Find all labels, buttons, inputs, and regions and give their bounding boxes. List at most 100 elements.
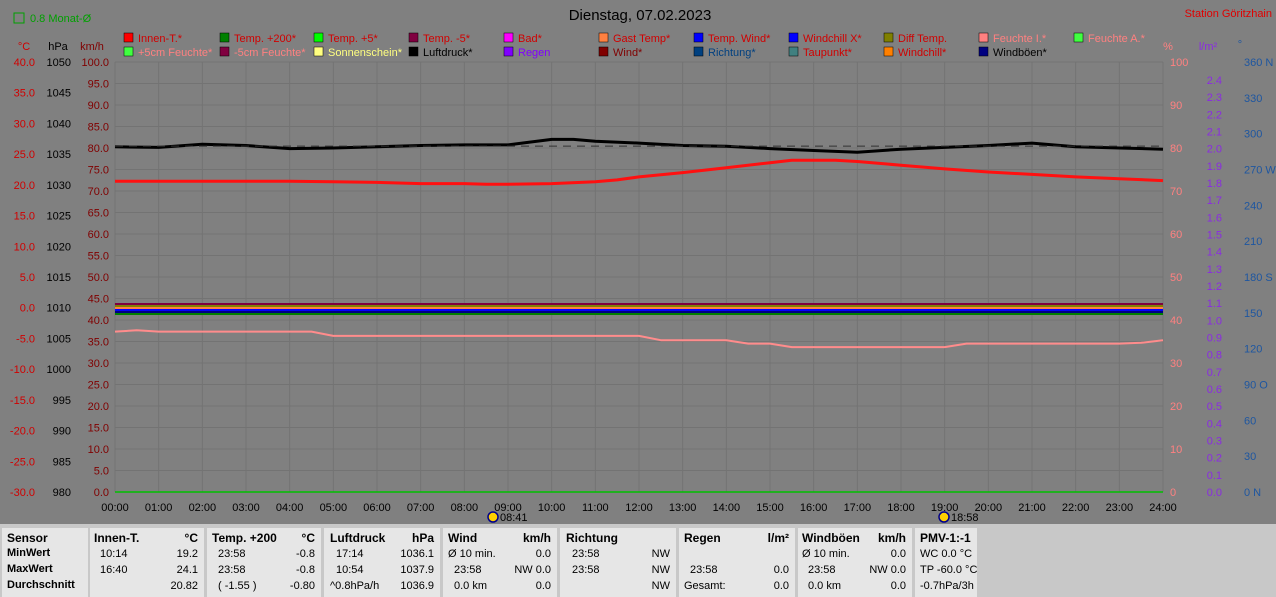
wind-tick-label: 50.0 <box>88 272 109 284</box>
wind-tick-label: 70.0 <box>88 186 109 198</box>
temp-tick-label: -25.0 <box>10 456 35 468</box>
constant-lines <box>115 303 1163 493</box>
regen-unit: l/m² <box>767 531 789 545</box>
x-tick-label: 00:00 <box>101 502 129 514</box>
temp200-max-time: 23:58 <box>218 564 246 576</box>
stats-windboeen: Windböen km/h Ø 10 min. 0.0 23:58 NW 0.0… <box>798 528 912 597</box>
temp200-max-value: -0.8 <box>296 564 315 576</box>
humidity-tick-label: 60 <box>1170 229 1182 241</box>
x-tick-label: 14:00 <box>713 502 741 514</box>
direction-tick-label: 180 S <box>1244 272 1273 284</box>
legend-label: Gast Temp* <box>613 33 671 45</box>
sunset-time: 18:58 <box>951 512 979 524</box>
label-avg: Durchschnitt <box>7 579 75 591</box>
x-tick-label: 15:00 <box>756 502 784 514</box>
wind-tick-label: 100.0 <box>81 57 109 69</box>
legend-label: Diff Temp. <box>898 33 947 45</box>
legend-label: Richtung* <box>708 47 756 59</box>
sunrise-marker: 08:41 <box>487 511 528 524</box>
wind-tick-label: 80.0 <box>88 143 109 155</box>
rain-tick-label: 0.4 <box>1207 418 1222 430</box>
legend-label: Windböen* <box>993 47 1048 59</box>
windboeen-avg-time: 0.0 km <box>808 580 842 592</box>
wind-tick-label: 10.0 <box>88 444 109 456</box>
rain-tick-label: 0.5 <box>1207 401 1222 413</box>
stats-regen: Regen l/m² 23:58 0.0 Gesamt: 0.0 <box>679 528 795 597</box>
stats-luftdruck: Luftdruck hPa 17:14 1036.1 10:54 1037.9 … <box>324 528 440 597</box>
rain-tick-label: 2.3 <box>1207 92 1222 104</box>
legend-label: Windchill X* <box>803 33 862 45</box>
legend-swatch <box>313 32 324 43</box>
direction-tick-label: 0 N <box>1244 487 1261 499</box>
richtung-title: Richtung <box>566 531 618 545</box>
direction-tick-label: 270 W <box>1244 165 1276 177</box>
temp-tick-label: 0.0 <box>20 303 35 315</box>
temp-tick-label: 30.0 <box>14 118 35 130</box>
wind-unit: km/h <box>522 531 551 545</box>
regen-max-time: 23:58 <box>690 564 718 576</box>
sunset-icon <box>938 511 950 523</box>
legend-label: -5cm Feuchte* <box>234 47 306 59</box>
pmv-max: TP -60.0 °C <box>920 564 978 576</box>
legend-swatch <box>598 46 609 57</box>
pmv-avg: -0.7hPa/3h <box>920 580 974 592</box>
direction-tick-label: 300 <box>1244 129 1262 141</box>
legend-label: Sonnenschein* <box>328 47 403 59</box>
x-tick-label: 21:00 <box>1018 502 1046 514</box>
innen-min-time: 10:14 <box>100 548 128 560</box>
innen-max-time: 16:40 <box>100 564 128 576</box>
legend-label: Taupunkt* <box>803 47 853 59</box>
luftdruck-trend: ^0.8hPa/h <box>330 580 380 592</box>
legend-swatch <box>313 46 324 57</box>
legend-swatch <box>503 32 514 43</box>
direction-tick-label: 360 N <box>1244 57 1273 69</box>
pressure-tick-label: 1000 <box>47 364 71 376</box>
temp200-title: Temp. +200 <box>212 531 277 545</box>
temp-tick-label: -30.0 <box>10 487 35 499</box>
innen-min-value: 19.2 <box>176 548 198 560</box>
legend-label: Luftdruck* <box>423 47 473 59</box>
direction-tick-label: 30 <box>1244 451 1256 463</box>
chart-grid <box>114 61 1164 493</box>
legend-label: +5cm Feuchte* <box>138 47 213 59</box>
wind-min-time: Ø 10 min. <box>448 548 496 560</box>
label-max: MaxWert <box>7 563 53 575</box>
temp-tick-label: 20.0 <box>14 180 35 192</box>
temp-tick-label: 35.0 <box>14 88 35 100</box>
luftdruck-max-time: 10:54 <box>336 564 364 576</box>
regen-max-value: 0.0 <box>773 564 789 576</box>
series-line-luftdruck <box>114 137 1164 154</box>
wind-tick-label: 85.0 <box>88 122 109 134</box>
direction-tick-label: 330 <box>1244 93 1262 105</box>
axis-labels: 00:00 01:00 02:00 03:00 04:00 05:00 06:00 07:00… <box>10 57 1276 514</box>
legend-swatch <box>123 32 134 43</box>
x-tick-label: 20:00 <box>975 502 1003 514</box>
x-tick-label: 12:00 <box>625 502 653 514</box>
windboeen-avg-value: 0.0 <box>890 580 906 592</box>
rain-tick-label: 0.9 <box>1207 333 1222 345</box>
stats-row-labels: Sensor MinWert MaxWert Durchschnitt <box>2 528 88 597</box>
windboeen-max-time: 23:58 <box>808 564 836 576</box>
stats-wind: Wind km/h Ø 10 min. 0.0 23:58 NW 0.0 0.0… <box>443 528 557 597</box>
temp-tick-label: 40.0 <box>14 57 35 69</box>
pressure-tick-label: 1010 <box>47 303 71 315</box>
legend-label: Feuchte I.* <box>993 33 1047 45</box>
wind-tick-label: 75.0 <box>88 165 109 177</box>
stats-innen: Innen-T. °C 10:14 19.2 16:40 24.1 20.82 <box>90 528 204 597</box>
wind-tick-label: 30.0 <box>88 358 109 370</box>
humidity-tick-label: 10 <box>1170 444 1182 456</box>
humidity-tick-label: 90 <box>1170 100 1182 112</box>
wind-min-value: 0.0 <box>535 548 551 560</box>
label-sensor: Sensor <box>7 531 48 545</box>
regen-title: Regen <box>684 531 721 545</box>
pressure-tick-label: 1025 <box>47 211 71 223</box>
humidity-axis-unit: % <box>1163 41 1173 53</box>
windboeen-unit: km/h <box>877 531 906 545</box>
weather-chart: 00:00 01:00 02:00 03:00 04:00 05:00 06:00 07:00… <box>9 7 1276 524</box>
stats-temp200: Temp. +200 °C 23:58 -0.8 23:58 -0.8 ( -1… <box>207 528 321 597</box>
x-tick-label: 10:00 <box>538 502 566 514</box>
luftdruck-unit: hPa <box>411 531 434 545</box>
avg-checkbox[interactable] <box>13 12 25 24</box>
series-line-feuchtei <box>114 329 1164 349</box>
wind-tick-label: 45.0 <box>88 294 109 306</box>
